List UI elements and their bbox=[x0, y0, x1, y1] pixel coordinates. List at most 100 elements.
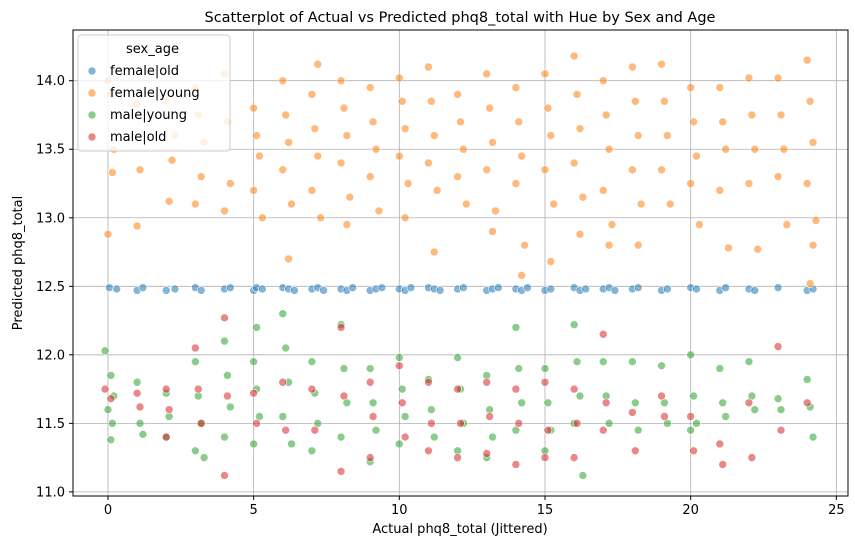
point-female-young bbox=[462, 199, 471, 209]
point-male-old bbox=[106, 394, 116, 403]
point-male-young bbox=[540, 364, 550, 373]
point-male-old bbox=[482, 377, 492, 387]
point-male-young bbox=[657, 361, 666, 371]
point-male-young bbox=[692, 419, 701, 428]
y-tick-label: 11.0 bbox=[36, 485, 65, 500]
point-female-old bbox=[377, 283, 387, 292]
data-points bbox=[100, 51, 821, 480]
point-female-young bbox=[249, 186, 258, 195]
point-male-young bbox=[578, 471, 588, 480]
point-male-old bbox=[485, 412, 494, 421]
point-male-young bbox=[371, 425, 381, 435]
point-female-young bbox=[657, 165, 666, 175]
point-male-young bbox=[395, 439, 404, 449]
point-male-old bbox=[776, 425, 786, 435]
point-female-old bbox=[494, 283, 503, 292]
point-male-old bbox=[540, 453, 550, 462]
point-male-old bbox=[400, 432, 410, 442]
point-female-young bbox=[598, 76, 608, 86]
point-male-young bbox=[281, 343, 290, 353]
point-male-young bbox=[307, 357, 317, 366]
point-male-young bbox=[631, 398, 640, 408]
point-female-young bbox=[628, 62, 637, 72]
point-female-young bbox=[252, 131, 261, 140]
point-female-old bbox=[226, 283, 235, 292]
point-male-young bbox=[336, 432, 346, 442]
point-female-young bbox=[278, 76, 288, 86]
point-female-young bbox=[695, 220, 704, 229]
point-male-young bbox=[106, 371, 116, 380]
point-female-young bbox=[511, 179, 521, 188]
legend-entry: female|old bbox=[110, 64, 179, 79]
point-male-old bbox=[249, 388, 258, 398]
point-male-old bbox=[196, 419, 206, 428]
point-male-young bbox=[249, 357, 258, 366]
point-male-old bbox=[193, 384, 203, 394]
point-male-old bbox=[339, 391, 349, 401]
x-tick-label: 10 bbox=[391, 503, 408, 518]
plot-frame bbox=[72, 29, 849, 497]
point-female-young bbox=[805, 96, 815, 106]
point-male-young bbox=[718, 398, 728, 408]
point-male-old bbox=[161, 384, 171, 394]
point-female-young bbox=[336, 76, 346, 86]
point-female-young bbox=[776, 110, 786, 120]
point-female-young bbox=[805, 279, 815, 288]
point-female-young bbox=[456, 117, 465, 127]
point-female-young bbox=[744, 73, 754, 83]
point-male-old bbox=[191, 343, 200, 353]
point-male-old bbox=[164, 405, 174, 414]
point-female-old bbox=[773, 283, 783, 292]
point-female-young bbox=[802, 55, 812, 65]
x-tick-label: 5 bbox=[249, 503, 257, 518]
point-male-old bbox=[252, 419, 261, 428]
point-female-young bbox=[313, 59, 323, 69]
point-male-young bbox=[220, 432, 229, 442]
point-male-young bbox=[397, 384, 407, 394]
point-female-young bbox=[546, 131, 556, 140]
y-tick-label: 13.5 bbox=[36, 143, 65, 158]
point-male-young bbox=[400, 412, 410, 421]
point-male-old bbox=[601, 398, 611, 408]
point-female-young bbox=[345, 192, 355, 202]
legend-marker bbox=[87, 132, 97, 142]
point-male-young bbox=[223, 371, 232, 380]
point-female-young bbox=[686, 83, 695, 92]
point-female-young bbox=[453, 90, 462, 99]
point-female-young bbox=[631, 96, 640, 106]
point-male-old bbox=[569, 453, 579, 462]
point-male-old bbox=[715, 439, 725, 449]
point-male-old bbox=[135, 402, 145, 412]
point-female-old bbox=[196, 286, 206, 295]
point-male-young bbox=[100, 346, 110, 356]
point-female-old bbox=[546, 284, 556, 294]
point-female-young bbox=[569, 158, 579, 168]
point-male-old bbox=[514, 419, 524, 428]
point-female-young bbox=[747, 110, 757, 120]
point-female-young bbox=[336, 158, 346, 168]
legend-title: sex_age bbox=[126, 42, 179, 57]
point-male-old bbox=[689, 446, 698, 456]
point-female-young bbox=[802, 179, 812, 188]
point-female-young bbox=[540, 165, 550, 175]
point-female-old bbox=[406, 283, 416, 292]
point-male-old bbox=[424, 446, 433, 456]
point-male-young bbox=[598, 357, 608, 366]
point-male-old bbox=[802, 398, 812, 408]
point-female-young bbox=[665, 199, 675, 209]
point-male-old bbox=[456, 419, 465, 428]
point-female-young bbox=[572, 90, 582, 99]
point-female-young bbox=[365, 172, 375, 181]
point-female-young bbox=[660, 96, 669, 106]
point-female-young bbox=[284, 254, 293, 264]
point-male-young bbox=[517, 398, 526, 408]
point-male-young bbox=[721, 412, 730, 421]
point-female-young bbox=[715, 186, 725, 195]
point-male-young bbox=[135, 419, 145, 428]
point-female-young bbox=[220, 206, 229, 216]
point-male-young bbox=[808, 432, 818, 442]
point-female-young bbox=[374, 206, 384, 216]
point-male-young bbox=[511, 323, 521, 332]
point-female-young bbox=[316, 213, 325, 223]
